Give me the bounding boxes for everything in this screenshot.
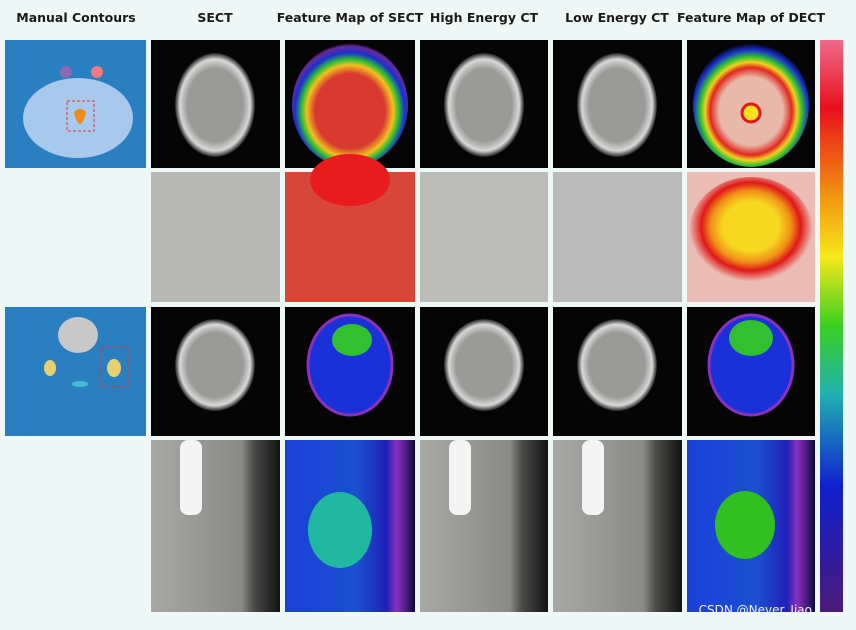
feature-spot <box>740 102 762 124</box>
ct-zoom-detail <box>449 440 471 515</box>
feature-image <box>729 320 773 356</box>
ct-zoom <box>420 172 548 302</box>
contour-shape <box>60 66 72 78</box>
feature-image <box>292 43 408 167</box>
contour-shape <box>44 360 56 376</box>
ct-image <box>444 319 524 411</box>
ct-zoom <box>420 440 548 612</box>
ct-zoom-detail <box>582 440 604 515</box>
ct-zoom <box>151 172 280 302</box>
ct-image <box>577 319 657 411</box>
feature-zoom-detail <box>689 177 813 287</box>
row-neck <box>5 307 815 436</box>
roi-box <box>100 346 129 388</box>
watermark: CSDN @Never_Jiao <box>699 603 812 617</box>
column-header: High Energy CT <box>430 10 539 25</box>
feature-zoom-detail <box>310 154 390 206</box>
column-header: Manual Contours <box>16 10 135 25</box>
contour-shape <box>91 66 103 78</box>
ct-image <box>175 53 255 157</box>
ct-zoom-detail <box>180 440 202 515</box>
column-header: Feature Map of SECT <box>277 10 424 25</box>
feature-image <box>332 324 372 356</box>
row-brain-zoom <box>151 154 815 302</box>
ct-zoom <box>553 172 682 302</box>
ct-zoom <box>553 440 682 612</box>
contour-shape <box>107 359 121 377</box>
ct-image <box>577 53 657 157</box>
ct-image <box>444 53 524 157</box>
roi-box <box>66 100 95 132</box>
ct-image <box>175 319 255 411</box>
feature-zoom-detail <box>308 492 372 568</box>
column-header: SECT <box>197 10 233 25</box>
column-header: Low Energy CT <box>565 10 669 25</box>
row-brain <box>5 40 815 168</box>
colorbar <box>820 40 843 612</box>
row-neck-zoom <box>151 440 815 612</box>
contour-shape <box>74 109 86 124</box>
contour-shape <box>58 317 98 353</box>
feature-zoom-detail <box>715 491 775 559</box>
contour-shape <box>72 381 88 387</box>
column-header: Feature Map of DECT <box>677 10 825 25</box>
ct-zoom <box>151 440 280 612</box>
